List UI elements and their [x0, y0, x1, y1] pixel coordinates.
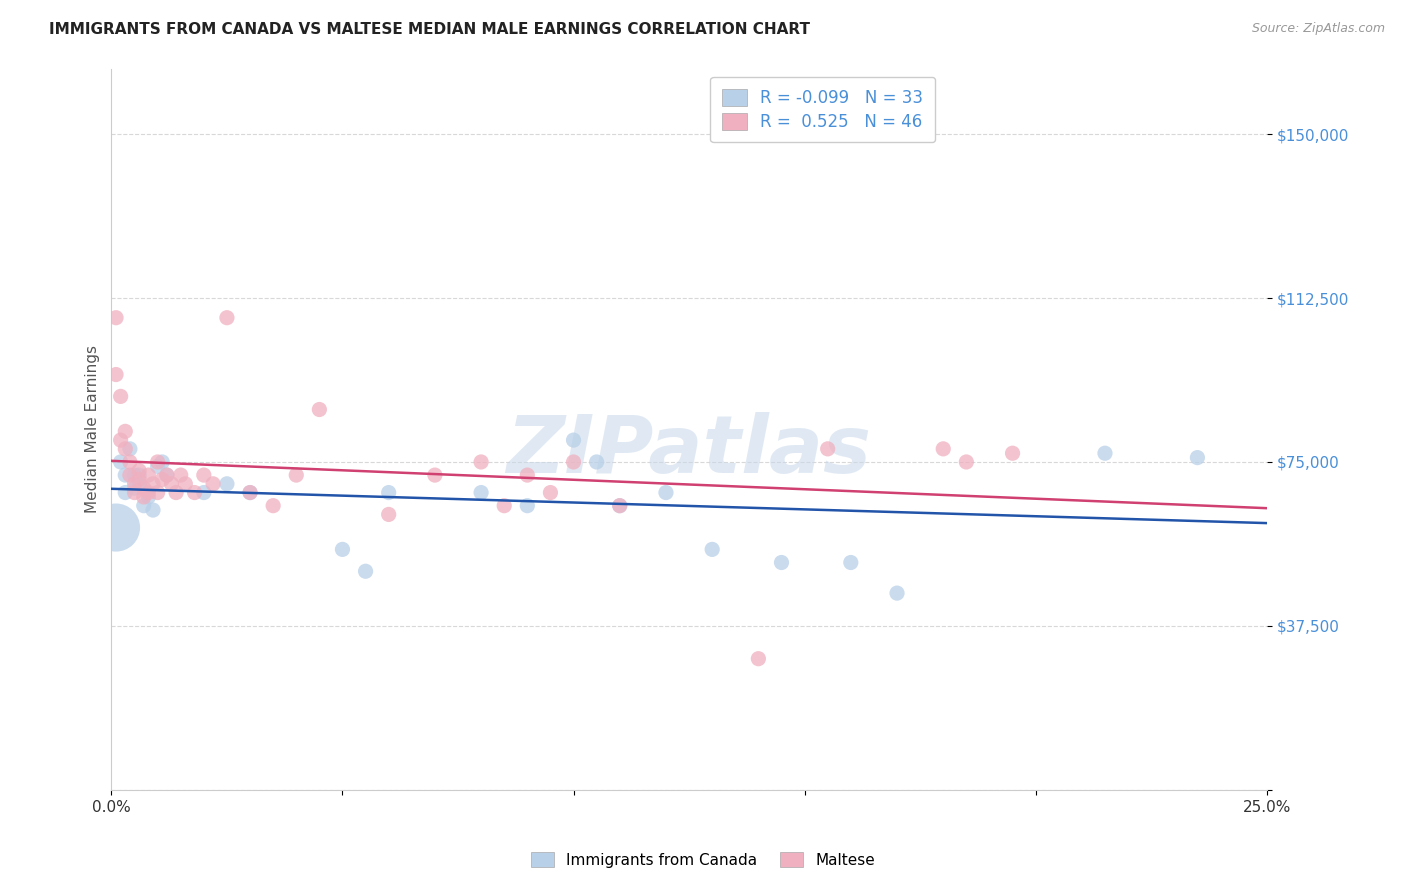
- Point: [146, 455, 169, 469]
- Point: [955, 455, 977, 469]
- Point: [146, 459, 169, 474]
- Point: [285, 468, 308, 483]
- Point: [105, 310, 128, 325]
- Point: [146, 485, 169, 500]
- Point: [138, 490, 160, 504]
- Point: [377, 485, 399, 500]
- Point: [105, 520, 128, 534]
- Point: [262, 499, 284, 513]
- Point: [114, 468, 136, 483]
- Point: [538, 485, 561, 500]
- Point: [470, 455, 492, 469]
- Point: [156, 468, 179, 483]
- Text: IMMIGRANTS FROM CANADA VS MALTESE MEDIAN MALE EARNINGS CORRELATION CHART: IMMIGRANTS FROM CANADA VS MALTESE MEDIAN…: [49, 22, 810, 37]
- Point: [132, 499, 155, 513]
- Point: [655, 485, 678, 500]
- Point: [516, 468, 538, 483]
- Legend: R = -0.099   N = 33, R =  0.525   N = 46: R = -0.099 N = 33, R = 0.525 N = 46: [710, 77, 935, 143]
- Point: [239, 485, 262, 500]
- Point: [562, 455, 585, 469]
- Point: [193, 485, 215, 500]
- Point: [193, 468, 215, 483]
- Point: [110, 389, 132, 403]
- Point: [1094, 446, 1116, 460]
- Point: [118, 468, 141, 483]
- Point: [170, 468, 193, 483]
- Point: [886, 586, 908, 600]
- Point: [174, 476, 197, 491]
- Point: [105, 368, 128, 382]
- Point: [124, 476, 146, 491]
- Point: [817, 442, 839, 456]
- Point: [114, 442, 136, 456]
- Legend: Immigrants from Canada, Maltese: Immigrants from Canada, Maltese: [523, 844, 883, 875]
- Point: [770, 556, 793, 570]
- Point: [128, 464, 150, 478]
- Point: [932, 442, 955, 456]
- Point: [215, 310, 238, 325]
- Y-axis label: Median Male Earnings: Median Male Earnings: [86, 345, 100, 513]
- Point: [128, 468, 150, 483]
- Point: [110, 433, 132, 447]
- Point: [142, 476, 165, 491]
- Point: [124, 485, 146, 500]
- Point: [747, 651, 769, 665]
- Point: [124, 481, 146, 495]
- Point: [150, 455, 173, 469]
- Point: [562, 433, 585, 447]
- Point: [354, 564, 377, 578]
- Point: [215, 476, 238, 491]
- Point: [142, 503, 165, 517]
- Point: [308, 402, 330, 417]
- Point: [1001, 446, 1024, 460]
- Point: [132, 481, 155, 495]
- Point: [183, 485, 205, 500]
- Point: [132, 490, 155, 504]
- Point: [470, 485, 492, 500]
- Point: [585, 455, 607, 469]
- Point: [202, 476, 225, 491]
- Point: [609, 499, 631, 513]
- Point: [494, 499, 516, 513]
- Point: [128, 473, 150, 487]
- Point: [516, 499, 538, 513]
- Point: [128, 476, 150, 491]
- Point: [138, 485, 160, 500]
- Point: [165, 485, 187, 500]
- Point: [702, 542, 724, 557]
- Point: [156, 468, 179, 483]
- Point: [150, 473, 173, 487]
- Point: [118, 442, 141, 456]
- Point: [1187, 450, 1209, 465]
- Point: [124, 468, 146, 483]
- Point: [114, 485, 136, 500]
- Text: ZIPatlas: ZIPatlas: [506, 412, 872, 490]
- Point: [332, 542, 354, 557]
- Point: [110, 455, 132, 469]
- Point: [138, 468, 160, 483]
- Point: [118, 455, 141, 469]
- Point: [377, 508, 399, 522]
- Point: [423, 468, 446, 483]
- Point: [160, 476, 183, 491]
- Point: [609, 499, 631, 513]
- Text: Source: ZipAtlas.com: Source: ZipAtlas.com: [1251, 22, 1385, 36]
- Point: [239, 485, 262, 500]
- Point: [114, 425, 136, 439]
- Point: [839, 556, 862, 570]
